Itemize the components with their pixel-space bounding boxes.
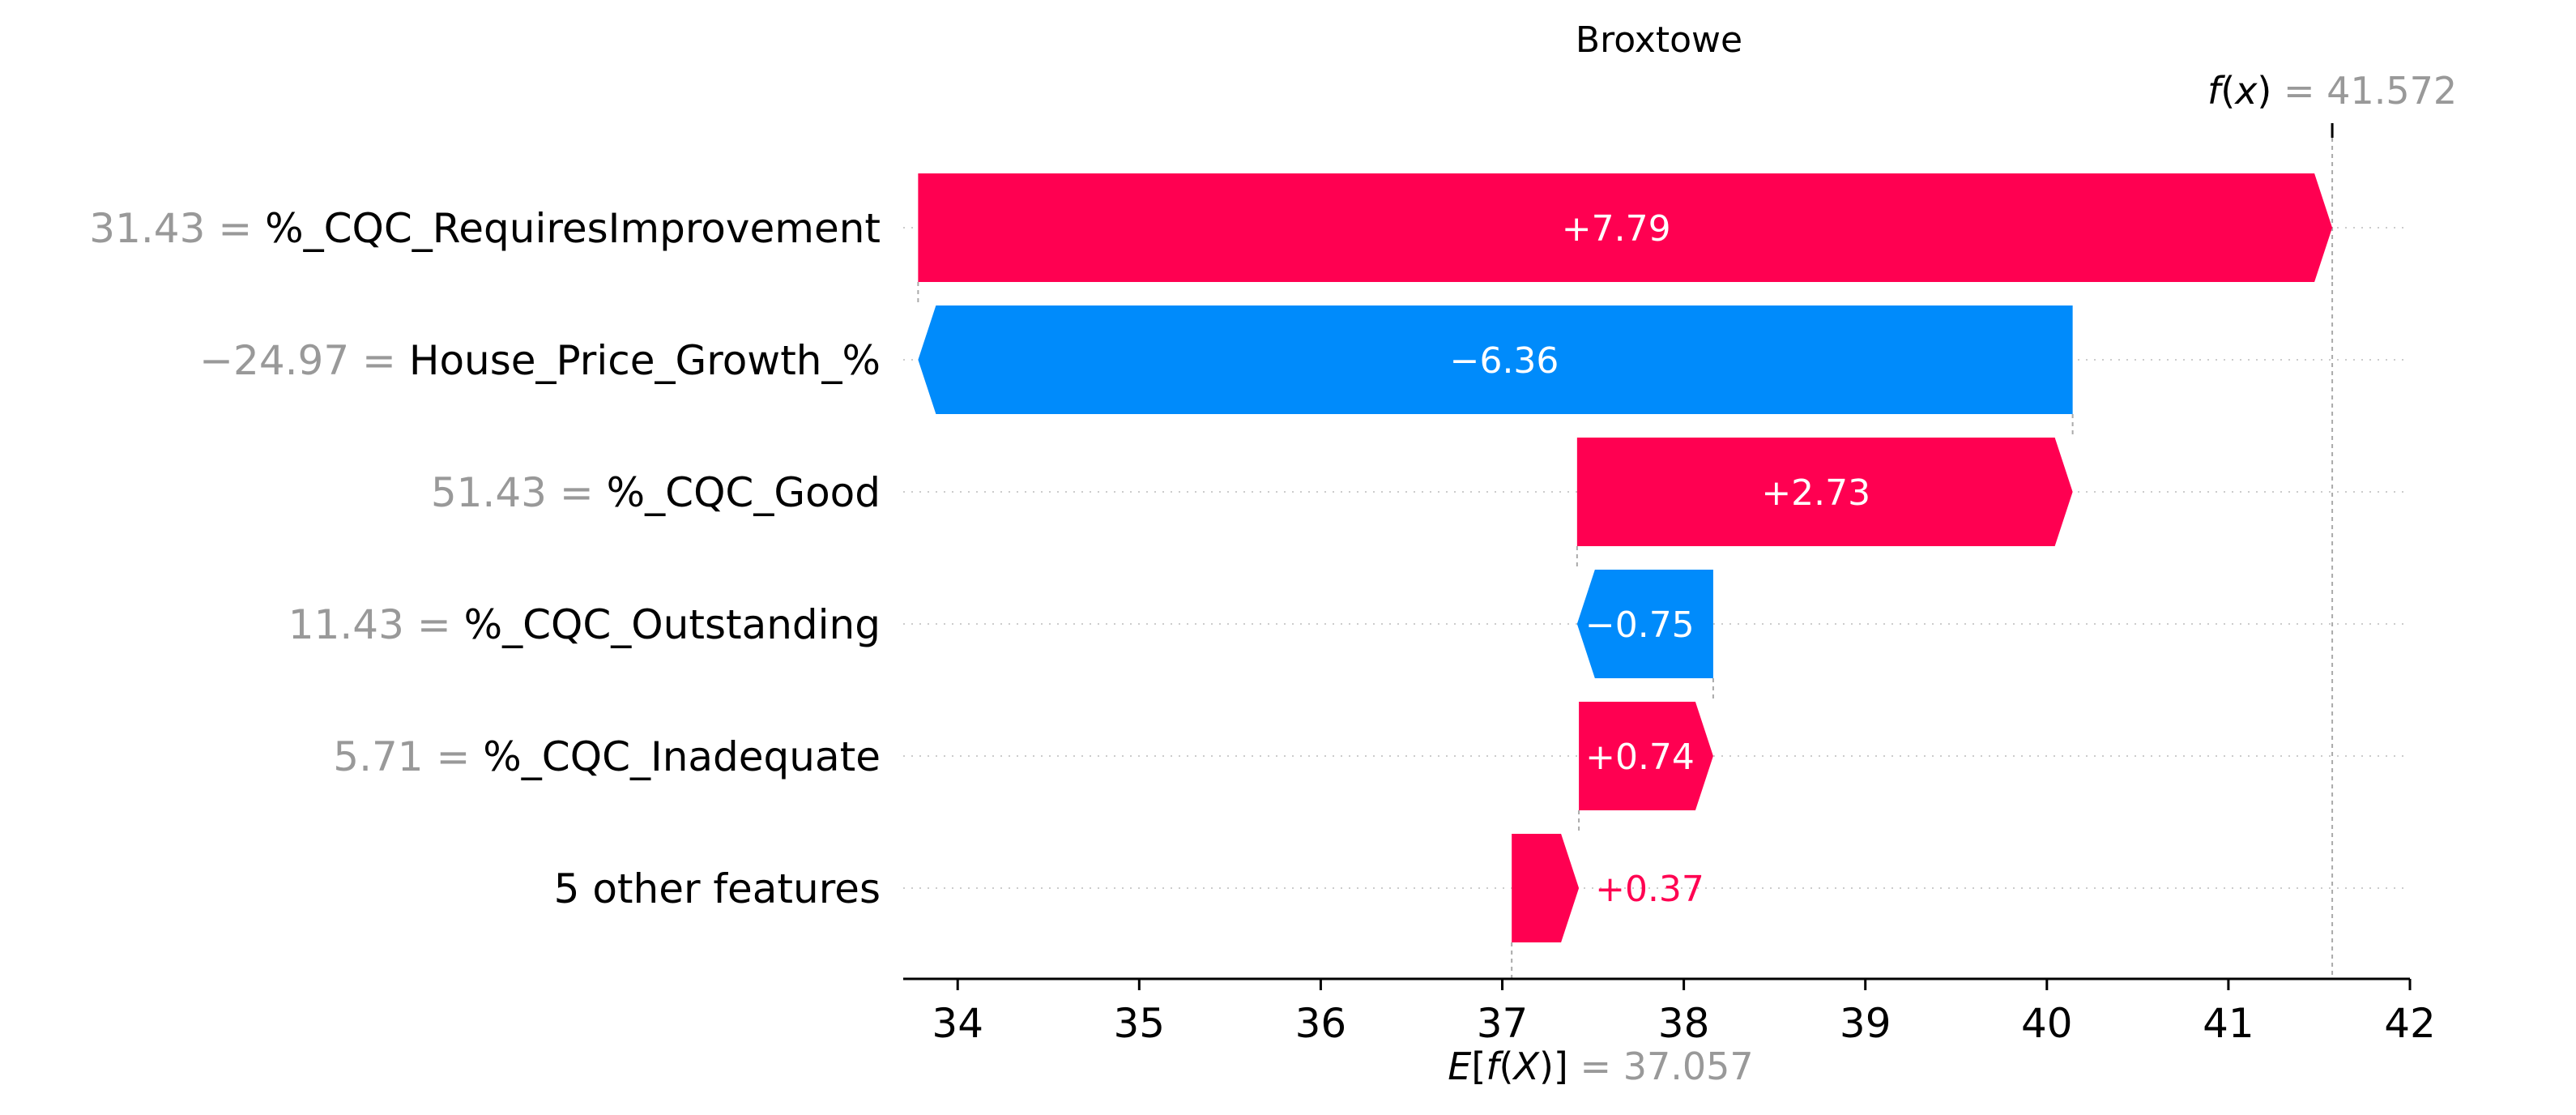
output-value-annotation: f(x) = 41.572 — [2207, 69, 2457, 113]
bar-value-label: −0.75 — [1585, 604, 1695, 646]
bar-value-label: +7.79 — [1562, 208, 1671, 250]
feature-label: 5 other features — [554, 865, 881, 912]
waterfall-bar — [918, 305, 2073, 414]
x-tick-label: 41 — [2203, 1000, 2254, 1047]
feature-label: −24.97 = House_Price_Growth_% — [199, 337, 881, 384]
waterfall-bar — [1576, 438, 2073, 546]
base-value-annotation: E[f(X)] = 37.057 — [1448, 1045, 1753, 1088]
feature-label: 5.71 = %_CQC_Inadequate — [333, 733, 881, 780]
bar-value-label: +2.73 — [1761, 472, 1870, 514]
x-tick-label: 40 — [2021, 1000, 2073, 1047]
bar-value-label: +0.74 — [1585, 737, 1695, 778]
chart-title: Broxtowe — [1576, 19, 1742, 61]
x-tick-label: 35 — [1114, 1000, 1166, 1047]
x-tick-label: 42 — [2384, 1000, 2436, 1047]
x-tick-label: 34 — [932, 1000, 983, 1047]
feature-label: 31.43 = %_CQC_RequiresImprovement — [89, 205, 881, 252]
x-tick-label: 38 — [1658, 1000, 1710, 1047]
feature-label: 51.43 = %_CQC_Good — [431, 469, 881, 516]
x-tick-label: 36 — [1295, 1000, 1347, 1047]
x-tick-label: 39 — [1840, 1000, 1891, 1047]
waterfall-bar — [1579, 702, 1713, 810]
waterfall-bar — [1576, 570, 1713, 678]
x-tick-label: 37 — [1477, 1000, 1529, 1047]
waterfall-bar — [1512, 834, 1580, 942]
bar-value-label: +0.37 — [1595, 869, 1704, 910]
bar-value-label: −6.36 — [1450, 340, 1559, 382]
feature-label: 11.43 = %_CQC_Outstanding — [288, 601, 881, 648]
waterfall-bar — [918, 173, 2333, 282]
